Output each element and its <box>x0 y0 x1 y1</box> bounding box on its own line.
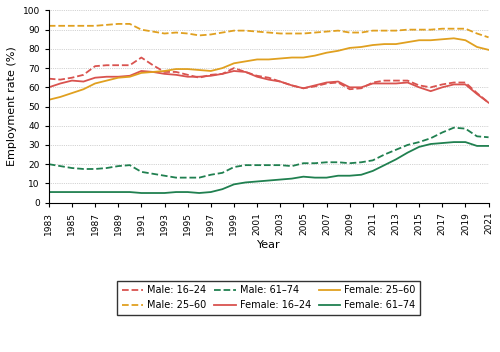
Y-axis label: Employment rate (%): Employment rate (%) <box>7 47 17 166</box>
X-axis label: Year: Year <box>257 240 280 250</box>
Legend: Male: 16–24, Male: 25–60, Male: 61–74, Female: 16–24, Female: 25–60, Female: 61–: Male: 16–24, Male: 25–60, Male: 61–74, F… <box>117 281 420 315</box>
